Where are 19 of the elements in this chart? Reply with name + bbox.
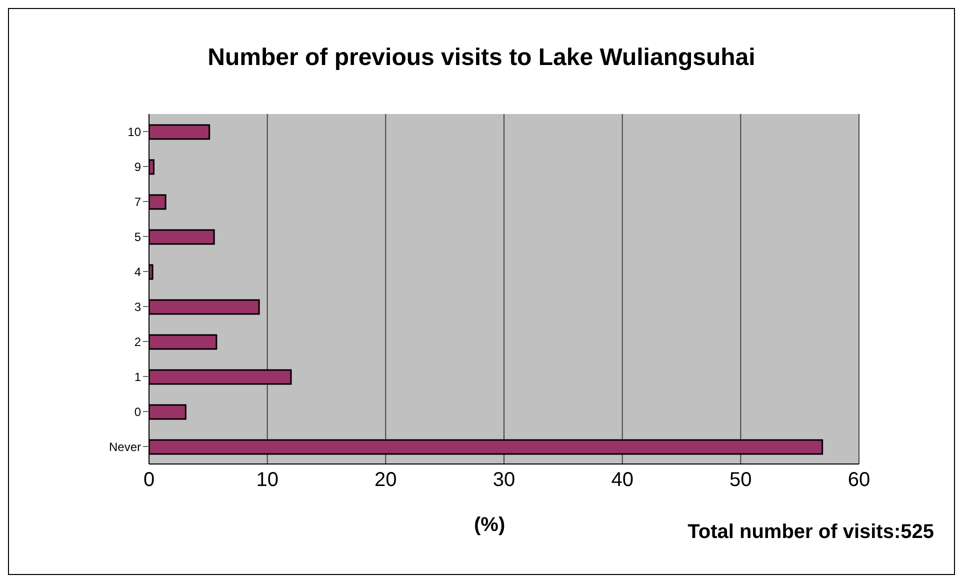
chart-title: Number of previous visits to Lake Wuliangsuhai xyxy=(206,44,756,72)
y-tick-label: 1 xyxy=(134,370,142,384)
x-tick-label: 50 xyxy=(730,469,752,492)
y-tick-label: 4 xyxy=(134,264,142,279)
y-tick-label: 9 xyxy=(134,160,142,174)
x-tick-label: 30 xyxy=(492,469,516,492)
y-tick-label: 3 xyxy=(134,300,142,314)
y-tick-label: Never xyxy=(108,440,141,454)
y-tick-label: 2 xyxy=(134,334,142,349)
y-tick-label: 5 xyxy=(134,230,142,244)
text: Total number of visits:525 xyxy=(688,521,934,544)
x-tick-label: 10 xyxy=(256,469,278,492)
x-tick-label: 40 xyxy=(611,469,634,492)
y-tick-label: 7 xyxy=(134,194,142,209)
y-tick-label: 10 xyxy=(128,124,142,139)
x-axis-title: (%) xyxy=(474,514,506,537)
y-tick-label: 0 xyxy=(134,404,142,419)
x-tick-label: 20 xyxy=(374,469,397,492)
x-tick-label: 60 xyxy=(848,469,870,492)
